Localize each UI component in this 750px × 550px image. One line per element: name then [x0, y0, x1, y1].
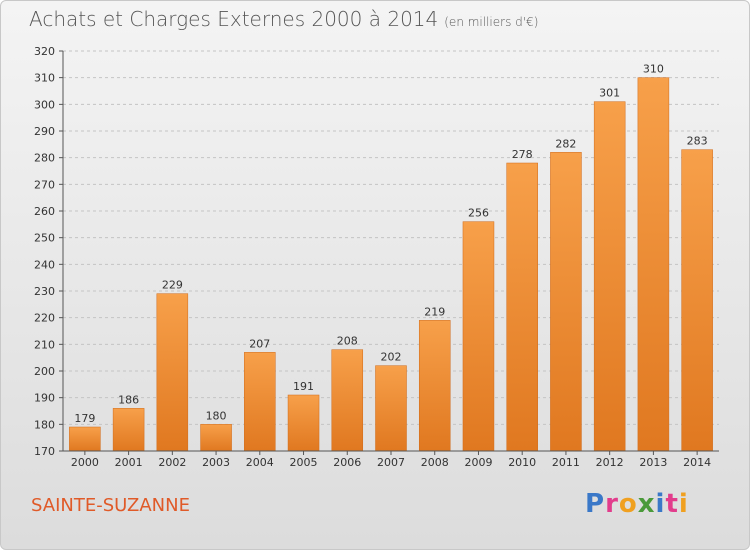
logo-letter: t [665, 489, 679, 519]
y-tick-label: 190 [34, 392, 55, 405]
x-tick-label: 2001 [115, 456, 143, 469]
logo-letter: r [605, 489, 619, 519]
y-tick-label: 270 [34, 178, 55, 191]
y-tick-label: 200 [34, 365, 55, 378]
y-tick-label: 210 [34, 338, 55, 351]
y-tick-label: 170 [34, 445, 55, 458]
x-tick-label: 2009 [464, 456, 492, 469]
y-tick-label: 220 [34, 312, 55, 325]
bar-2011 [550, 152, 582, 452]
data-label: 191 [293, 380, 314, 393]
x-tick-label: 2012 [596, 456, 624, 469]
data-label: 283 [687, 135, 708, 148]
y-tick-label: 180 [34, 418, 55, 431]
data-label: 301 [599, 87, 620, 100]
data-label: 219 [424, 305, 445, 318]
bar-2003 [200, 424, 232, 452]
y-tick-label: 240 [34, 258, 55, 271]
chart-title: Achats et Charges Externes 2000 à 2014 (e… [29, 7, 538, 31]
bar-2010 [506, 162, 538, 452]
data-label: 278 [512, 148, 533, 161]
logo-letter: P [585, 489, 606, 519]
data-label: 229 [162, 279, 183, 292]
data-label: 310 [643, 63, 664, 76]
x-tick-label: 2008 [421, 456, 449, 469]
bar-2014 [681, 149, 713, 452]
data-label: 207 [249, 337, 270, 350]
y-tick-label: 280 [34, 152, 55, 165]
y-tick-label: 310 [34, 72, 55, 85]
chart-title-text: Achats et Charges Externes 2000 à 2014 [29, 7, 439, 31]
x-tick-label: 2003 [202, 456, 230, 469]
x-tick-label: 2010 [508, 456, 536, 469]
bar-2000 [69, 426, 101, 452]
y-tick-label: 300 [34, 98, 55, 111]
data-label: 208 [337, 335, 358, 348]
x-tick-label: 2004 [246, 456, 274, 469]
x-tick-label: 2002 [158, 456, 186, 469]
data-label: 186 [118, 393, 139, 406]
bar-2004 [244, 352, 276, 452]
y-tick-label: 250 [34, 232, 55, 245]
logo-letter: i [655, 489, 666, 519]
bar-2006 [331, 349, 364, 452]
data-label: 256 [468, 207, 489, 220]
proxiti-logo[interactable]: Proxiti [585, 489, 689, 519]
y-tick-label: 230 [34, 285, 55, 298]
data-label: 179 [74, 412, 95, 425]
bar-2008 [418, 320, 451, 452]
logo-letter: o [618, 489, 638, 519]
x-tick-label: 2014 [683, 456, 711, 469]
x-tick-label: 2007 [377, 456, 405, 469]
bar-2009 [462, 221, 495, 452]
bar-2005 [287, 394, 320, 452]
chart-unit: (en milliers d'€) [444, 15, 539, 29]
x-tick-label: 2000 [71, 456, 99, 469]
data-label: 202 [381, 351, 402, 364]
place-name: SAINTE-SUZANNE [31, 495, 190, 516]
y-tick-label: 320 [34, 45, 55, 58]
bar-2002 [156, 293, 189, 452]
data-label: 282 [555, 137, 576, 150]
bar-2001 [112, 408, 145, 452]
bar-2012 [593, 101, 626, 452]
data-label: 180 [206, 409, 227, 422]
logo-letter: i [678, 489, 689, 519]
x-tick-label: 2006 [333, 456, 361, 469]
logo-letter: x [637, 489, 656, 519]
bar-2007 [375, 365, 407, 452]
x-tick-label: 2011 [552, 456, 580, 469]
x-tick-label: 2005 [290, 456, 318, 469]
bar-2013 [637, 77, 670, 452]
y-tick-label: 260 [34, 205, 55, 218]
x-tick-label: 2013 [639, 456, 667, 469]
y-tick-label: 290 [34, 125, 55, 138]
